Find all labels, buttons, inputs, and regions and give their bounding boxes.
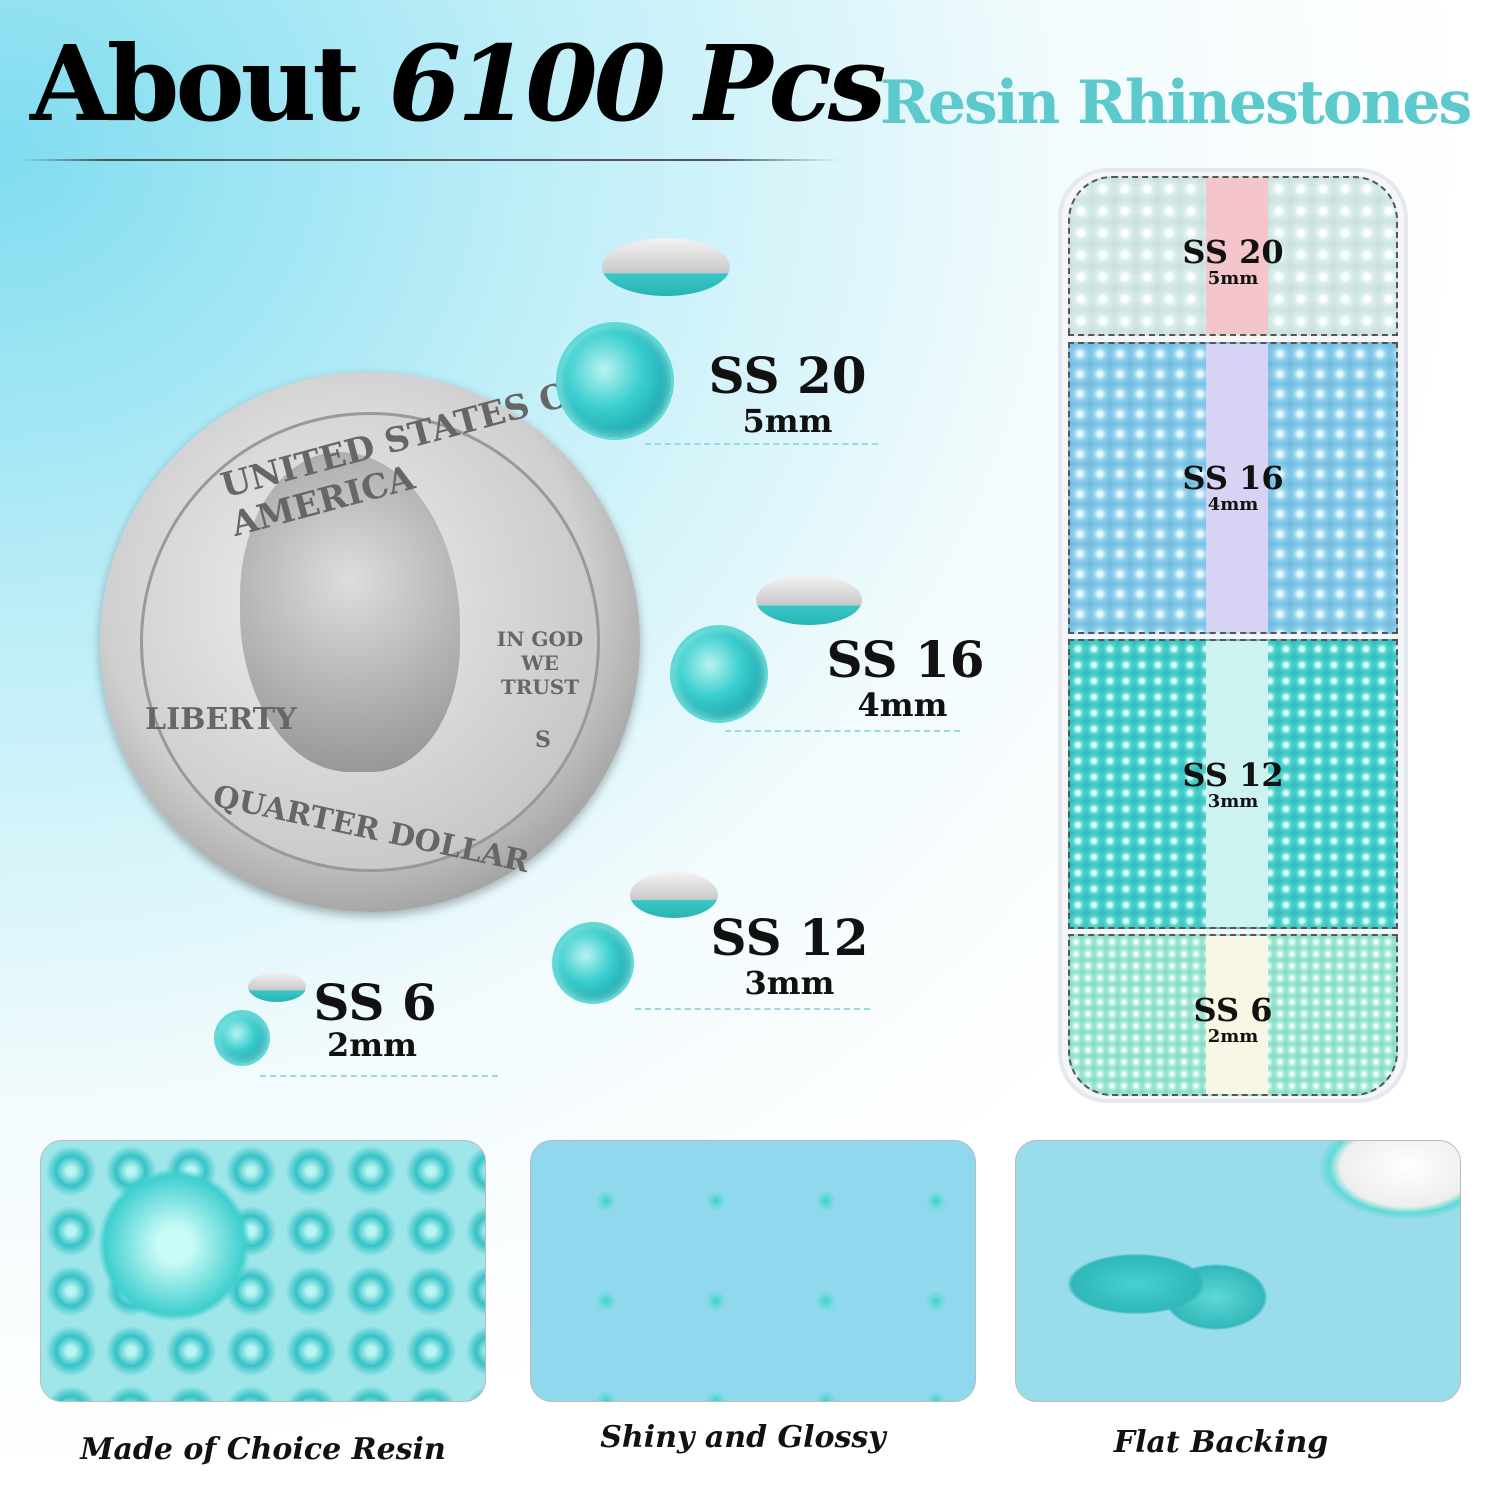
compartment-label: SS 16 — [1182, 459, 1284, 497]
compartment-ss12: SS 12 3mm — [1068, 639, 1398, 929]
dashed-divider — [645, 443, 878, 445]
compartment-ss16: SS 16 4mm — [1068, 342, 1398, 634]
feature-image-glossy — [530, 1140, 976, 1402]
rhinestone-icon — [552, 922, 634, 1004]
size-mm: 3mm — [744, 964, 835, 1002]
quarter-coin-image: UNITED STATES OF AMERICA IN GOD WE TRUST… — [100, 369, 640, 912]
compartment-mm: 5mm — [1207, 268, 1259, 289]
coin-motto: IN GOD WE TRUST — [496, 627, 584, 699]
size-label: SS 6 — [313, 973, 437, 1032]
size-label: SS 16 — [826, 630, 985, 689]
rhinestone-icon — [670, 625, 768, 723]
size-label: SS 20 — [708, 346, 867, 405]
compartment-label: SS 20 — [1182, 233, 1284, 271]
coin-portrait — [240, 452, 460, 772]
headline-about: About — [30, 22, 360, 145]
rhinestone-icon — [556, 322, 674, 440]
compartment-mm: 2mm — [1207, 1026, 1259, 1047]
compartment-ss6: SS 6 2mm — [1068, 934, 1398, 1096]
compartment-label: SS 12 — [1182, 756, 1284, 794]
coin-liberty: LIBERTY — [145, 702, 297, 737]
headline-count: 6100 Pcs — [388, 22, 887, 145]
rhinestone-back-icon — [602, 238, 730, 296]
dashed-divider — [260, 1075, 498, 1077]
size-label: SS 12 — [710, 908, 869, 967]
rhinestone-icon — [214, 1010, 270, 1066]
feature-caption: Shiny and Glossy — [600, 1420, 886, 1455]
compartment-ss20: SS 20 5mm — [1068, 176, 1398, 336]
rhinestone-back-icon — [248, 972, 306, 1002]
size-mm: 5mm — [742, 402, 833, 440]
dashed-divider — [635, 1008, 870, 1010]
size-mm: 4mm — [857, 686, 948, 724]
feature-caption: Flat Backing — [1113, 1425, 1329, 1460]
compartment-mm: 3mm — [1207, 791, 1259, 812]
feature-image-resin — [40, 1140, 486, 1402]
storage-box: SS 20 5mm SS 16 4mm SS 12 3mm SS 6 2mm — [1058, 168, 1408, 1103]
size-mm: 2mm — [327, 1026, 417, 1064]
feature-image-flat-back — [1015, 1140, 1461, 1402]
compartment-mm: 4mm — [1207, 494, 1259, 515]
rhinestone-back-icon — [630, 872, 718, 918]
headline: About 6100 Pcs — [30, 22, 887, 145]
coin-mint-mark: S — [535, 727, 551, 753]
feature-caption: Made of Choice Resin — [80, 1432, 446, 1467]
rhinestone-back-icon — [756, 575, 862, 625]
dashed-divider — [725, 730, 960, 732]
title-divider — [20, 159, 840, 161]
compartment-label: SS 6 — [1193, 991, 1273, 1029]
product-subtitle: Resin Rhinestones — [880, 68, 1472, 138]
